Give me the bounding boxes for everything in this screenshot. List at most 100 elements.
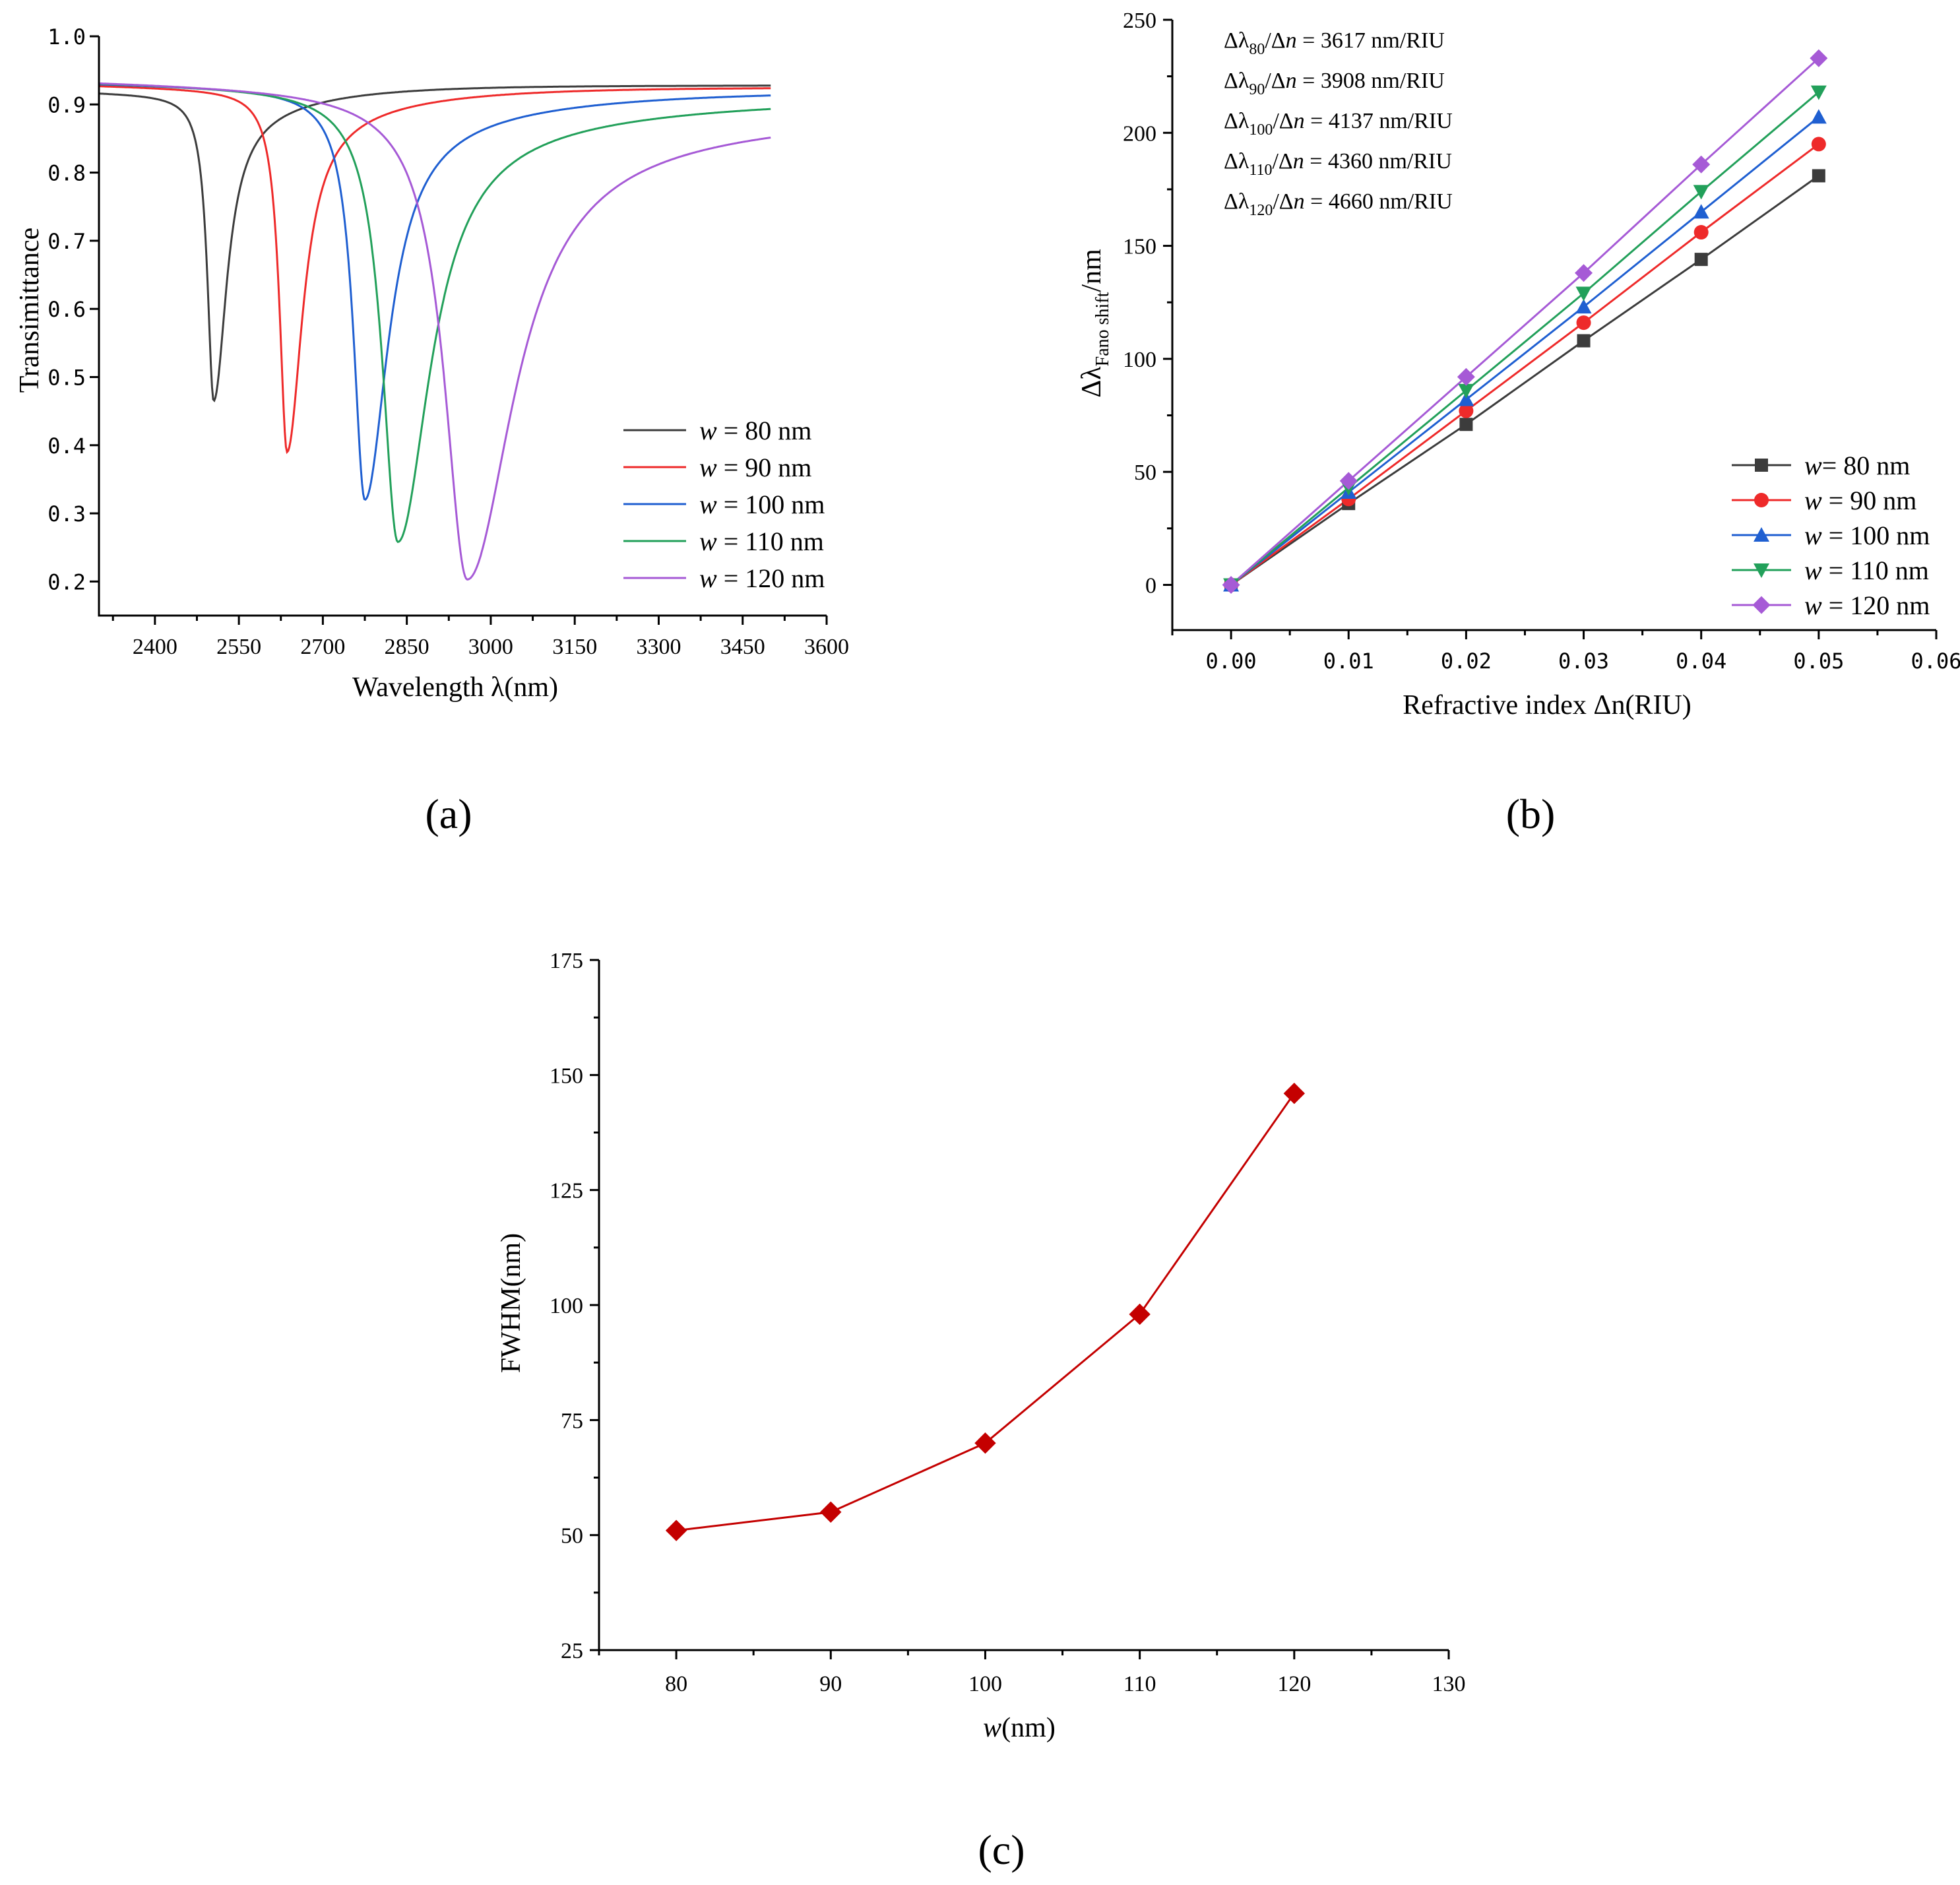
y-tick-label-a: 0.2 bbox=[47, 569, 86, 594]
legend-b-label: w = 120 nm bbox=[1804, 591, 1930, 620]
series-b-line-4 bbox=[1230, 57, 1819, 586]
y-tick-label-b: 250 bbox=[1123, 9, 1156, 33]
annotation-b: Δλ100/Δn = 4137 nm/RIU bbox=[1224, 109, 1453, 139]
y-tick-label-c: 75 bbox=[561, 1409, 583, 1433]
x-tick-label-a: 2700 bbox=[300, 635, 345, 659]
annotation-b-main: Δλ bbox=[1224, 28, 1249, 53]
y-tick-label-c: 50 bbox=[561, 1524, 583, 1549]
x-tick-label-b: 0.00 bbox=[1206, 649, 1257, 674]
y-tick-label-a: 0.9 bbox=[47, 92, 86, 117]
chart-b-series bbox=[1222, 49, 1828, 594]
legend-a-label: w = 110 nm bbox=[699, 527, 824, 556]
annotation-b-sub: 110 bbox=[1249, 162, 1272, 179]
chart-a-legend: w = 80 nmw = 90 nmw = 100 nmw = 110 nmw … bbox=[623, 416, 825, 593]
annotation-b-n: n bbox=[1286, 69, 1297, 93]
legend-b-var: w bbox=[1804, 556, 1822, 585]
chart-a-ticks: 2400 2550 2700 2850 3000 3150 3300 3450 3600 0.2 0… bbox=[47, 24, 849, 659]
y-tick-label-c: 175 bbox=[550, 949, 583, 973]
y-tick-label-c: 125 bbox=[550, 1179, 583, 1203]
chart-b-ylabel: ΔλFano shift/nm bbox=[1077, 249, 1113, 398]
series-b-point-4 bbox=[1222, 575, 1240, 594]
legend-a-var: w bbox=[699, 490, 717, 519]
chart-c: 80 90 100 110 120 130 25 50 75 100 125 150 175 w(nm)… bbox=[496, 949, 1466, 1873]
x-tick-label-b: 0.03 bbox=[1558, 649, 1609, 674]
y-tick-label-a: 0.6 bbox=[47, 297, 86, 322]
x-tick-label-b: 0.02 bbox=[1441, 649, 1492, 674]
legend-a-rest: = 100 nm bbox=[717, 490, 825, 519]
annotation-b-value: = 3908 nm/RIU bbox=[1297, 69, 1445, 93]
chart-a-panel-label: (a) bbox=[425, 790, 472, 837]
legend-a-var: w bbox=[699, 563, 717, 593]
annotation-b-n: n bbox=[1293, 149, 1304, 174]
annotation-b-mid: /Δ bbox=[1273, 109, 1293, 133]
legend-b-rest: = 90 nm bbox=[1822, 486, 1917, 515]
series-a-line-0 bbox=[98, 84, 771, 402]
chart-a-ylabel: Transimittance bbox=[15, 228, 45, 393]
chart-b-panel-label: (b) bbox=[1506, 790, 1556, 837]
legend-a-label: w = 80 nm bbox=[699, 416, 811, 445]
series-a-line-3 bbox=[98, 82, 771, 544]
annotation-b-value: = 3617 nm/RIU bbox=[1297, 28, 1445, 53]
legend-b-rest: = 100 nm bbox=[1822, 521, 1930, 550]
y-tick-label-a: 1.0 bbox=[47, 24, 86, 49]
legend-b-marker bbox=[1752, 596, 1771, 614]
series-c-point bbox=[820, 1501, 842, 1523]
series-b-point-2 bbox=[1810, 109, 1827, 124]
annotation-b-sub: 80 bbox=[1249, 41, 1265, 58]
series-b-point-0 bbox=[1694, 253, 1708, 267]
y-tick-label-b: 200 bbox=[1123, 121, 1156, 146]
legend-a-var: w bbox=[699, 453, 717, 482]
legend-a-var: w bbox=[699, 527, 717, 556]
legend-a-rest: = 120 nm bbox=[717, 563, 825, 593]
legend-b-var: w bbox=[1804, 521, 1822, 550]
annotation-b: Δλ80/Δn = 3617 nm/RIU bbox=[1224, 28, 1445, 58]
chart-a-axes bbox=[98, 36, 827, 617]
x-tick-label-c: 110 bbox=[1123, 1672, 1156, 1696]
y-tick-label-c: 150 bbox=[550, 1064, 583, 1088]
chart-b: 0.00 0.01 0.02 0.03 0.04 0.05 0.06 0 50 100 150 200… bbox=[1077, 9, 1960, 837]
annotation-b-main: Δλ bbox=[1224, 69, 1249, 93]
legend-b-rest: = 80 nm bbox=[1822, 451, 1911, 480]
legend-b-label: w = 100 nm bbox=[1804, 521, 1930, 550]
annotation-b-mid: /Δ bbox=[1273, 189, 1293, 214]
x-tick-label-a: 3000 bbox=[468, 635, 513, 659]
y-tick-label-a: 0.7 bbox=[47, 229, 86, 254]
legend-a-rest: = 80 nm bbox=[717, 416, 812, 445]
legend-b-marker bbox=[1755, 459, 1768, 472]
series-b-point-4 bbox=[1457, 367, 1475, 386]
legend-a-rest: = 110 nm bbox=[717, 527, 824, 556]
series-c-line bbox=[676, 1093, 1296, 1532]
chart-b-xlabel: Refractive index Δn(RIU) bbox=[1403, 690, 1691, 720]
series-b-point-3 bbox=[1810, 85, 1827, 100]
x-tick-label-b: 0.01 bbox=[1323, 649, 1374, 674]
series-b-point-0 bbox=[1577, 334, 1591, 348]
chart-c-ticks: 80 90 100 110 120 130 25 50 75 100 125 150 175 bbox=[550, 949, 1466, 1696]
x-tick-label-a: 2550 bbox=[216, 635, 261, 659]
series-b-point-0 bbox=[1459, 418, 1473, 431]
series-b-point-4 bbox=[1339, 472, 1358, 490]
annotation-b-value: = 4360 nm/RIU bbox=[1304, 149, 1452, 174]
legend-a-label: w = 120 nm bbox=[699, 563, 825, 593]
y-tick-label-b: 0 bbox=[1145, 573, 1156, 598]
chart-c-panel-label: (c) bbox=[978, 1826, 1025, 1873]
chart-c-ylabel: FWHM(nm) bbox=[496, 1233, 526, 1373]
chart-c-series bbox=[665, 1083, 1306, 1541]
annotation-b-mid: /Δ bbox=[1265, 28, 1285, 53]
x-tick-label-c: 80 bbox=[665, 1672, 687, 1696]
legend-a-label: w = 100 nm bbox=[699, 490, 825, 519]
annotation-b: Δλ90/Δn = 3908 nm/RIU bbox=[1224, 69, 1445, 98]
legend-a-var: w bbox=[699, 416, 717, 445]
annotation-b-n: n bbox=[1294, 109, 1305, 133]
series-b-point-2 bbox=[1693, 204, 1709, 219]
x-tick-label-a: 2400 bbox=[133, 635, 177, 659]
legend-b-marker bbox=[1754, 527, 1769, 542]
annotation-b: Δλ120/Δn = 4660 nm/RIU bbox=[1224, 189, 1453, 219]
series-b-point-2 bbox=[1575, 299, 1592, 314]
series-c-point bbox=[665, 1519, 687, 1541]
x-tick-label-a: 3300 bbox=[636, 635, 681, 659]
series-b-point-4 bbox=[1575, 264, 1593, 282]
chart-a: 2400 2550 2700 2850 3000 3150 3300 3450 3600 0.2 0… bbox=[15, 24, 849, 837]
y-tick-label-a: 0.4 bbox=[47, 433, 86, 459]
